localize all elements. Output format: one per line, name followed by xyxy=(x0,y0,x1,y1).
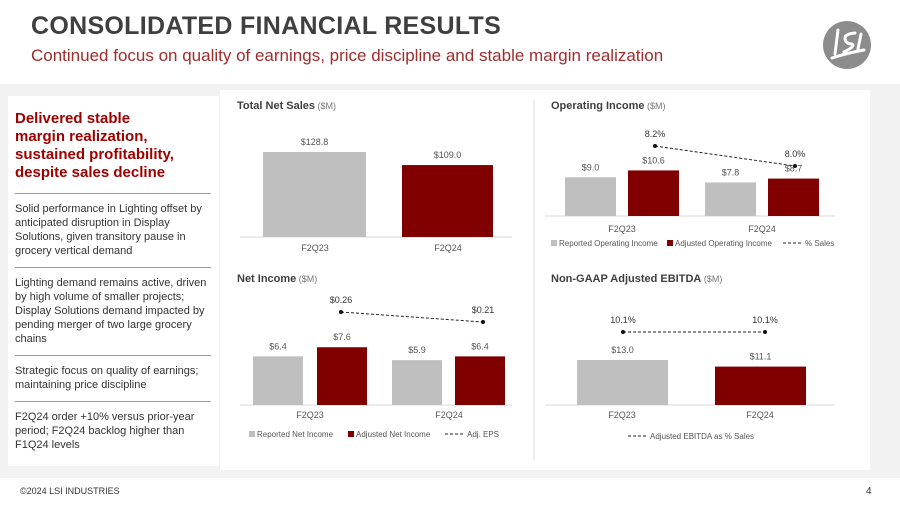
legend-label: Reported Net Income xyxy=(257,430,334,439)
bar xyxy=(768,178,819,216)
bar xyxy=(263,151,366,237)
data-label: $6.4 xyxy=(269,341,287,351)
x-tick-label: F2Q23 xyxy=(608,410,636,420)
x-tick-label: F2Q24 xyxy=(435,410,463,420)
chart-title: Operating Income ($M) xyxy=(551,100,666,112)
line-label: $0.26 xyxy=(330,295,353,305)
slide-header: CONSOLIDATED FINANCIAL RESULTS Continued… xyxy=(0,0,900,84)
legend-label: Adjusted Net Income xyxy=(356,430,431,439)
x-tick-label: F2Q24 xyxy=(746,410,774,420)
x-tick-label: F2Q23 xyxy=(608,224,636,234)
copyright: ©2024 LSI INDUSTRIES xyxy=(20,486,120,496)
data-label: $109.0 xyxy=(434,150,462,160)
legend-swatch xyxy=(348,431,354,437)
chart-title: Total Net Sales ($M) xyxy=(237,100,336,112)
data-label: $10.6 xyxy=(642,155,665,165)
bar xyxy=(455,356,505,405)
x-tick-label: F2Q24 xyxy=(434,243,462,253)
legend-swatch xyxy=(249,431,255,437)
line-point xyxy=(339,310,343,314)
line-point xyxy=(481,320,485,324)
summary-point: Solid performance in Lighting offset by … xyxy=(15,193,211,267)
line-series xyxy=(654,145,796,167)
bar xyxy=(317,347,367,405)
legend-label: Adjusted Operating Income xyxy=(675,239,772,248)
bar xyxy=(628,170,679,216)
line-label: 8.0% xyxy=(785,149,806,159)
legend-swatch xyxy=(551,240,557,246)
page-number: 4 xyxy=(866,486,872,497)
bar xyxy=(565,177,616,216)
data-label: $7.6 xyxy=(333,332,351,342)
slide-title: CONSOLIDATED FINANCIAL RESULTS xyxy=(31,12,502,40)
legend-swatch xyxy=(667,240,673,246)
line-point xyxy=(621,330,625,334)
line-point xyxy=(763,330,767,334)
bar xyxy=(392,360,442,405)
bar xyxy=(705,182,756,216)
line-label: 10.1% xyxy=(752,315,778,325)
data-label: $13.0 xyxy=(611,345,634,355)
summary-point: F2Q24 order +10% versus prior-year perio… xyxy=(15,401,211,461)
slide-footer xyxy=(0,478,900,506)
legend-label: % Sales xyxy=(805,239,834,248)
legend-label: Reported Operating Income xyxy=(559,239,658,248)
lsi-logo xyxy=(823,21,871,69)
summary-point: Strategic focus on quality of earnings; … xyxy=(15,355,211,401)
data-label: $9.0 xyxy=(582,162,600,172)
chart-unit: ($M) xyxy=(645,101,666,111)
data-label: $7.8 xyxy=(722,167,740,177)
summary-point: Lighting demand remains active, driven b… xyxy=(15,267,211,355)
bar xyxy=(253,356,303,405)
x-tick-label: F2Q24 xyxy=(748,224,776,234)
chart-unit: ($M) xyxy=(701,274,722,284)
bar xyxy=(577,360,668,405)
summary-panel: Delivered stable margin realization, sus… xyxy=(8,96,219,466)
bar xyxy=(402,165,493,237)
x-tick-label: F2Q23 xyxy=(301,243,329,253)
legend-label: Adj. EPS xyxy=(467,430,499,439)
chart-unit: ($M) xyxy=(296,274,317,284)
data-label: $128.8 xyxy=(301,137,329,147)
x-tick-label: F2Q23 xyxy=(296,410,324,420)
data-label: $6.4 xyxy=(471,341,489,351)
slide-subtitle: Continued focus on quality of earnings, … xyxy=(31,46,664,65)
line-label: $0.21 xyxy=(472,305,495,315)
bar xyxy=(715,366,806,405)
chart-title: Non-GAAP Adjusted EBITDA ($M) xyxy=(551,273,722,285)
chart-unit: ($M) xyxy=(315,101,336,111)
line-point xyxy=(653,144,657,148)
summary-heading: Delivered stable margin realization, sus… xyxy=(15,110,174,181)
line-label: 8.2% xyxy=(645,129,666,139)
line-point xyxy=(793,164,797,168)
line-series xyxy=(340,311,484,323)
chart-title: Net Income ($M) xyxy=(237,273,317,285)
data-label: $11.1 xyxy=(750,352,772,362)
legend-label: Adjusted EBITDA as % Sales xyxy=(650,432,754,441)
data-label: $5.9 xyxy=(408,345,426,355)
data-label: $8.7 xyxy=(785,164,803,174)
line-label: 10.1% xyxy=(610,315,636,325)
